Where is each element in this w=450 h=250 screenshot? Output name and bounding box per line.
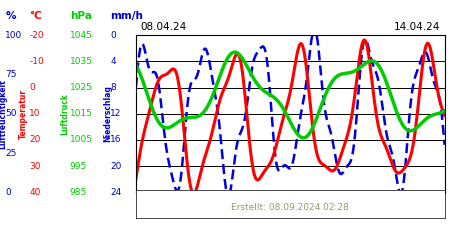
- Text: 995: 995: [70, 162, 87, 171]
- Text: 30: 30: [29, 162, 41, 171]
- Text: Luftdruck: Luftdruck: [61, 93, 70, 135]
- Text: 14.04.24: 14.04.24: [394, 22, 440, 32]
- Text: 985: 985: [70, 188, 87, 197]
- Text: 20: 20: [110, 162, 122, 171]
- Text: 1035: 1035: [70, 57, 93, 66]
- Text: 10: 10: [29, 109, 41, 118]
- Text: 1045: 1045: [70, 30, 93, 40]
- Text: Niederschlag: Niederschlag: [104, 85, 112, 142]
- Text: mm/h: mm/h: [110, 11, 143, 21]
- Text: Erstellt: 08.09.2024 02:28: Erstellt: 08.09.2024 02:28: [231, 204, 349, 212]
- Text: hPa: hPa: [70, 11, 92, 21]
- Text: 100: 100: [5, 30, 22, 40]
- Text: 16: 16: [110, 136, 122, 144]
- Text: 50: 50: [5, 109, 17, 118]
- Text: 4: 4: [110, 57, 116, 66]
- Text: Luftfeuchtigkeit: Luftfeuchtigkeit: [0, 79, 7, 148]
- Text: °C: °C: [29, 11, 42, 21]
- Text: 75: 75: [5, 70, 17, 79]
- Text: 40: 40: [29, 188, 40, 197]
- Text: 25: 25: [5, 148, 17, 158]
- Text: %: %: [5, 11, 16, 21]
- Text: 0: 0: [5, 188, 11, 197]
- Text: -20: -20: [29, 30, 44, 40]
- Text: 1025: 1025: [70, 83, 93, 92]
- Text: Temperatur: Temperatur: [19, 89, 28, 139]
- Text: -10: -10: [29, 57, 44, 66]
- Text: 1005: 1005: [70, 136, 93, 144]
- Text: 8: 8: [110, 83, 116, 92]
- Text: 0: 0: [110, 30, 116, 40]
- Text: 20: 20: [29, 136, 40, 144]
- Text: 08.04.24: 08.04.24: [140, 22, 187, 32]
- Text: 24: 24: [110, 188, 122, 197]
- Text: 12: 12: [110, 109, 122, 118]
- Text: 0: 0: [29, 83, 35, 92]
- Text: 1015: 1015: [70, 109, 93, 118]
